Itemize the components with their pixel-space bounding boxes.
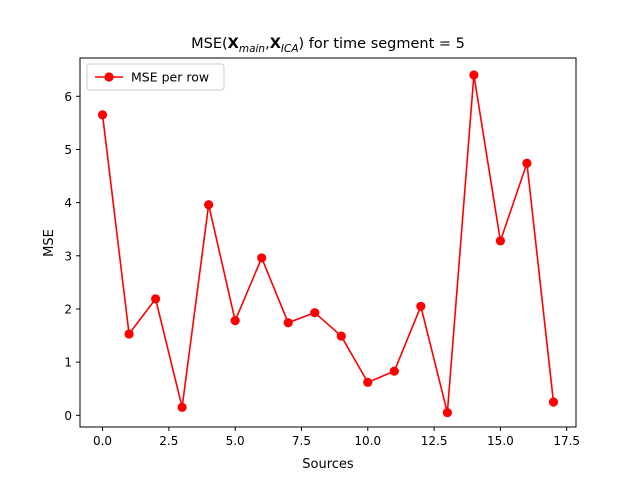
y-tick-label: 3 xyxy=(64,249,72,263)
x-tick-label: 10.0 xyxy=(354,434,381,448)
x-tick-label: 5.0 xyxy=(226,434,245,448)
y-tick-label: 2 xyxy=(64,302,72,316)
plot-frame xyxy=(79,57,577,428)
data-point xyxy=(150,294,161,304)
x-tick-label: 7.5 xyxy=(292,434,311,448)
plot-area xyxy=(79,57,577,428)
data-point xyxy=(310,308,320,318)
x-tick-label: 15.0 xyxy=(487,434,514,448)
data-point xyxy=(177,402,187,412)
data-point xyxy=(204,200,214,210)
x-tick-label: 0.0 xyxy=(93,434,112,448)
x-tick-label: 2.5 xyxy=(159,434,178,448)
data-point xyxy=(495,236,506,246)
data-point xyxy=(469,70,479,80)
series-layer xyxy=(97,70,559,418)
data-point xyxy=(124,329,134,339)
legend-entry-label: MSE per row xyxy=(131,70,209,85)
data-point xyxy=(442,408,452,418)
legend: MSE per row xyxy=(86,63,225,91)
data-point xyxy=(257,253,267,263)
data-point xyxy=(522,158,532,168)
y-tick-label: 1 xyxy=(64,356,72,370)
data-point xyxy=(363,377,373,387)
legend-box xyxy=(86,63,225,91)
data-point xyxy=(336,331,346,341)
y-axis-label: MSE xyxy=(42,229,57,257)
y-axis-ticks: 0 1 2 3 4 5 6 xyxy=(64,90,80,423)
data-point xyxy=(389,366,399,376)
y-tick-label: 5 xyxy=(64,143,72,157)
x-axis-label: Sources xyxy=(302,457,354,472)
y-tick-label: 4 xyxy=(64,196,72,210)
x-tick-label: 12.5 xyxy=(421,434,448,448)
legend-marker-sample xyxy=(104,72,114,82)
data-point xyxy=(548,397,559,407)
x-axis-ticks: 0.0 2.5 5.0 7.5 10.0 12.5 15.0 17.5 xyxy=(93,427,580,448)
series-line xyxy=(101,74,555,414)
data-point xyxy=(230,316,240,326)
data-point xyxy=(416,301,426,311)
data-point xyxy=(283,318,293,328)
y-tick-label: 0 xyxy=(64,409,72,423)
x-tick-label: 17.5 xyxy=(553,434,580,448)
chart-title: MSE(Xmain,XICA) for time segment = 5 xyxy=(191,36,465,55)
data-point xyxy=(97,110,108,120)
y-tick-label: 6 xyxy=(64,90,72,104)
